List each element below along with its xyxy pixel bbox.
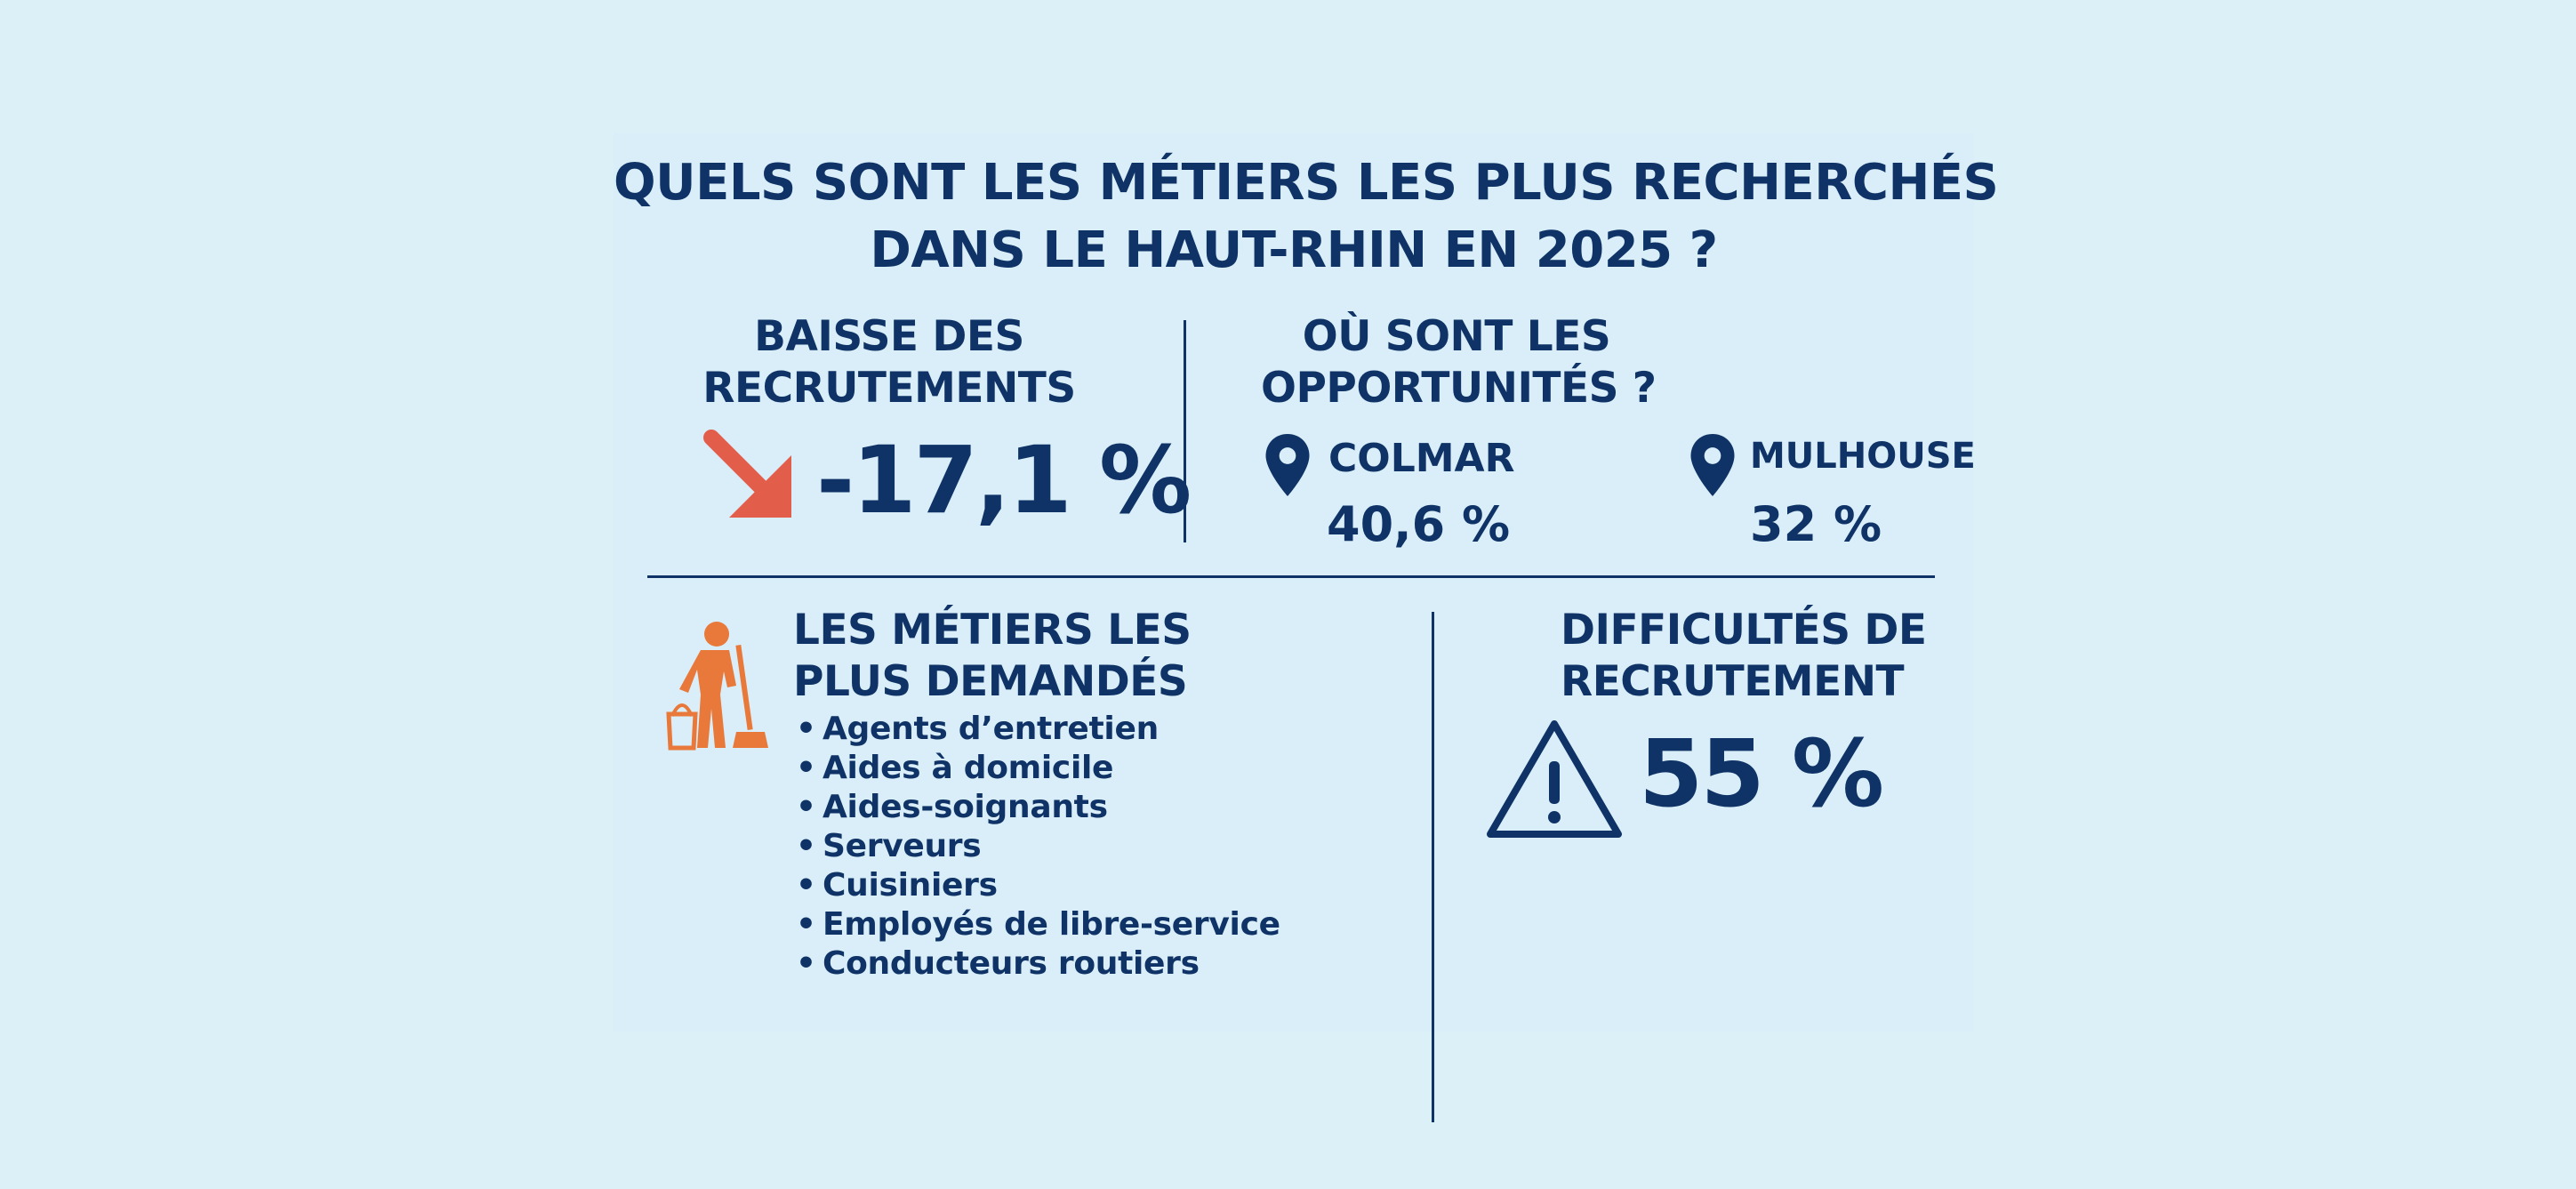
list-item: Serveurs bbox=[796, 827, 1280, 866]
metiers-heading-line-1: LES MÉTIERS LES bbox=[793, 606, 1192, 655]
difficultes-heading-line-2: RECRUTEMENT bbox=[1561, 657, 1905, 706]
city-value-mulhouse: 32 % bbox=[1750, 496, 1882, 552]
page-title: QUELS SONT LES MÉTIERS LES PLUS RECHERCH… bbox=[614, 149, 1999, 285]
opportunites-heading: OÙ SONT LES OPPORTUNITÉS ? bbox=[1261, 311, 1657, 414]
baisse-heading-line-1: BAISSE DES bbox=[754, 312, 1024, 361]
list-item: Cuisiniers bbox=[796, 866, 1280, 905]
job-list: Agents d’entretien Aides à domicile Aide… bbox=[796, 710, 1280, 984]
city-name-colmar: COLMAR bbox=[1328, 436, 1515, 481]
divider-horizontal bbox=[647, 575, 1935, 578]
difficultes-heading-line-1: DIFFICULTÉS DE bbox=[1561, 606, 1927, 655]
list-item: Agents d’entretien bbox=[796, 710, 1280, 749]
difficultes-value: 55 % bbox=[1639, 719, 1884, 828]
list-item: Aides-soignants bbox=[796, 788, 1280, 827]
baisse-heading-line-2: RECRUTEMENTS bbox=[702, 364, 1076, 413]
divider-bottom bbox=[1432, 612, 1434, 1122]
metiers-heading: LES MÉTIERS LES PLUS DEMANDÉS bbox=[793, 605, 1192, 708]
metiers-heading-line-2: PLUS DEMANDÉS bbox=[793, 657, 1188, 706]
title-line-1: QUELS SONT LES MÉTIERS LES PLUS RECHERCH… bbox=[614, 154, 1999, 212]
city-value-colmar: 40,6 % bbox=[1327, 496, 1511, 552]
infographic-card: QUELS SONT LES MÉTIERS LES PLUS RECHERCH… bbox=[614, 133, 1999, 1122]
opportunites-heading-line-2: OPPORTUNITÉS ? bbox=[1261, 364, 1657, 413]
warning-triangle-icon bbox=[1487, 720, 1622, 838]
baisse-value: -17,1 % bbox=[816, 426, 1192, 534]
location-pin-icon bbox=[1265, 434, 1310, 496]
location-pin-icon bbox=[1690, 434, 1735, 496]
difficultes-heading: DIFFICULTÉS DE RECRUTEMENT bbox=[1561, 605, 1927, 708]
title-line-2: DANS LE HAUT-RHIN EN 2025 ? bbox=[870, 221, 1718, 279]
baisse-heading: BAISSE DES RECRUTEMENTS bbox=[702, 311, 1076, 414]
divider-top bbox=[1184, 320, 1186, 542]
list-item: Employés de libre-service bbox=[796, 905, 1280, 944]
arrow-down-right-icon bbox=[703, 430, 791, 518]
city-name-mulhouse: MULHOUSE bbox=[1750, 436, 1976, 477]
list-item: Conducteurs routiers bbox=[796, 944, 1280, 984]
opportunites-heading-line-1: OÙ SONT LES bbox=[1302, 312, 1611, 361]
cleaning-worker-icon bbox=[666, 622, 768, 751]
list-item: Aides à domicile bbox=[796, 749, 1280, 788]
